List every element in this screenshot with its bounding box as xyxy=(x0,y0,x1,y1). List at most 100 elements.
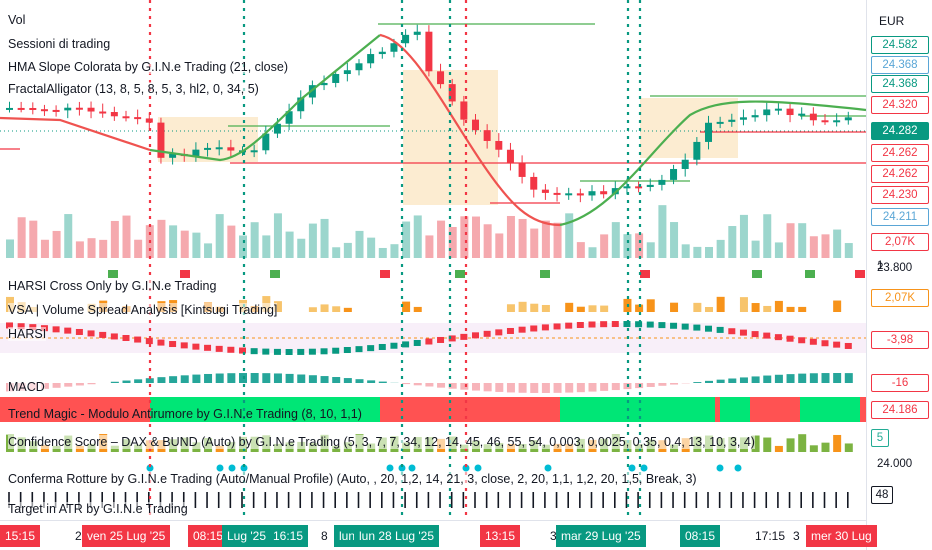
indicator-label-sessions[interactable]: Sessioni di trading xyxy=(8,37,111,51)
harsi-candle xyxy=(821,340,829,347)
macd-bar xyxy=(565,383,574,393)
volume-bar xyxy=(821,234,830,258)
volume-bar xyxy=(122,215,131,258)
harsi-candle xyxy=(763,332,771,339)
volume-bar xyxy=(320,218,329,258)
harsi-candle xyxy=(6,322,13,329)
candle-body xyxy=(681,159,689,169)
macd-bar xyxy=(75,383,84,386)
candle-body xyxy=(52,109,60,112)
harsi-candle xyxy=(530,325,538,332)
trend-magic-segment xyxy=(380,397,560,422)
indicator-label-macd[interactable]: MACD xyxy=(8,380,45,394)
macd-bar xyxy=(87,383,96,385)
candle-body xyxy=(402,34,410,44)
macd-bar xyxy=(716,379,725,383)
price-tag: 24.320 xyxy=(871,96,929,114)
price-axis[interactable]: EUR 24.582 24.368 24.368 24.320 24.282 24.262… xyxy=(866,0,932,550)
candle-body xyxy=(390,43,398,52)
volume-bar xyxy=(763,214,772,258)
candle-body xyxy=(716,121,724,124)
macd-bar xyxy=(262,373,271,383)
time-label: 17:15 xyxy=(755,529,786,543)
time-axis[interactable]: 15:15 2 ven 25 Lug '25 08:15 Lug '25 16:15 8 lu… xyxy=(0,520,877,550)
volume-bar xyxy=(239,235,247,258)
volume-bar xyxy=(355,230,364,258)
harsi-candle xyxy=(844,342,852,349)
candle-body xyxy=(635,186,643,189)
volume-bar xyxy=(588,247,597,258)
macd-bar xyxy=(285,373,294,383)
candle-body xyxy=(576,193,584,196)
volume-bar xyxy=(635,233,644,258)
harsi-candle xyxy=(437,336,445,343)
macd-bar xyxy=(367,380,376,383)
breakout-dot xyxy=(240,464,248,472)
indicator-label-harsi-cross[interactable]: HARSI Cross Only by G.I.N.e Trading xyxy=(8,279,217,293)
volume-bar xyxy=(64,214,73,258)
price-tag: 24.262 xyxy=(871,144,929,162)
trend-magic-segment xyxy=(860,397,866,422)
macd-bar xyxy=(110,381,119,383)
time-label: 2 xyxy=(75,529,82,543)
indicator-label-target-atr[interactable]: Target in ATR by G.I.N.e Trading xyxy=(8,502,188,516)
harsi-candle xyxy=(250,348,258,355)
harsi-candle xyxy=(658,322,666,329)
harsi-candle xyxy=(390,342,398,349)
volume-bar xyxy=(180,230,189,258)
currency-label[interactable]: EUR xyxy=(879,14,905,28)
candle-body xyxy=(623,186,631,189)
harsi-candle xyxy=(355,346,363,353)
macd-bar xyxy=(425,383,434,387)
vsa-bar xyxy=(332,306,341,312)
candle-body xyxy=(739,117,747,120)
macd-bar xyxy=(809,373,818,383)
volume-bar xyxy=(110,220,119,258)
volume-bar xyxy=(425,235,434,258)
macd-bar xyxy=(530,383,539,393)
vsa-bar xyxy=(413,306,422,312)
candle-body xyxy=(448,84,456,102)
confidence-bar xyxy=(751,435,760,452)
macd-bar xyxy=(180,375,189,383)
vsa-bar xyxy=(751,303,760,312)
breakout-dot xyxy=(716,464,724,472)
macd-bar xyxy=(460,383,469,390)
macd-bar xyxy=(40,383,49,389)
volume-bar xyxy=(285,231,294,258)
indicator-label-hma[interactable]: HMA Slope Colorata by G.I.N.e Trading (2… xyxy=(8,60,288,74)
harsi-candle xyxy=(786,335,794,342)
harsi-candle xyxy=(99,331,107,338)
macd-bar xyxy=(227,373,236,383)
macd-bar xyxy=(355,379,364,383)
harsi-cross-marker xyxy=(455,270,465,278)
harsi-candle xyxy=(611,321,619,328)
candle-body xyxy=(809,113,817,121)
price-tag: 23.800 xyxy=(877,262,913,274)
indicator-label-vsa[interactable]: VSA | Volume Spread Analysis [Kintsugi T… xyxy=(8,303,278,317)
indicator-label-trend-magic[interactable]: Trend Magic - Modulo Antirumore by G.I.N… xyxy=(8,407,362,421)
macd-bar xyxy=(472,383,480,391)
volume-bar xyxy=(437,220,446,258)
candle-body xyxy=(29,107,37,110)
indicator-label-conferma[interactable]: Conferma Rotture by G.I.N.e Trading (Aut… xyxy=(8,472,697,486)
candle-body xyxy=(425,31,433,72)
confidence-bar xyxy=(798,434,807,452)
indicator-label-vol[interactable]: Vol xyxy=(8,13,26,27)
macd-bar xyxy=(483,383,492,392)
volume-bar xyxy=(833,229,842,258)
volume-bar xyxy=(728,226,737,258)
macd-bar xyxy=(518,383,527,393)
indicator-label-confidence[interactable]: Confidence Score – DAX & BUND (Auto) by … xyxy=(8,435,755,449)
volume-bar xyxy=(378,247,387,258)
price-tag: 24.368 xyxy=(871,75,929,93)
harsi-candle xyxy=(17,323,25,330)
macd-bar xyxy=(751,376,760,383)
indicator-label-fractal[interactable]: FractalAlligator (13, 8, 5, 8, 5, 3, hl2… xyxy=(8,82,259,96)
indicator-label-harsi[interactable]: HARSI xyxy=(8,327,47,341)
macd-bar xyxy=(705,380,713,383)
vsa-bar xyxy=(588,305,597,312)
signal-vertical-lines xyxy=(148,0,642,520)
harsi-candle xyxy=(623,321,631,328)
time-label: 3 xyxy=(550,529,557,543)
